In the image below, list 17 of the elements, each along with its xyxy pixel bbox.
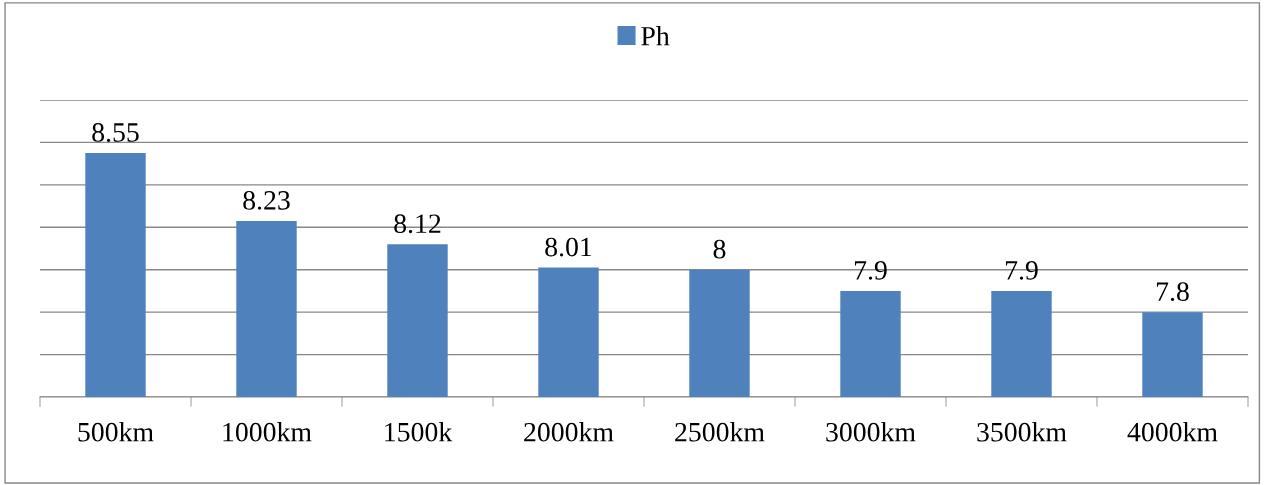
x-tick-label: 4000km <box>1127 422 1218 442</box>
data-label: 8.23 <box>243 190 290 210</box>
x-tick-label: 3500km <box>977 422 1067 442</box>
data-label: 7.9 <box>854 261 887 280</box>
legend-label: Ph <box>641 26 670 46</box>
x-tick-label: 500km <box>78 422 154 442</box>
x-tick-label: 2500km <box>675 422 765 442</box>
x-tick-label: 1000km <box>223 422 312 442</box>
x-tick-label: 2000km <box>524 422 614 442</box>
x-tick-label: 1500k <box>385 422 453 442</box>
data-label: 8.01 <box>545 237 592 257</box>
data-label: 7.8 <box>1156 282 1189 302</box>
data-label: 8.12 <box>394 214 441 234</box>
data-label: 8 <box>713 239 726 259</box>
data-label: 7.9 <box>1005 261 1038 280</box>
data-label: 8.55 <box>92 123 139 142</box>
x-tick-label: 3000km <box>826 422 916 442</box>
